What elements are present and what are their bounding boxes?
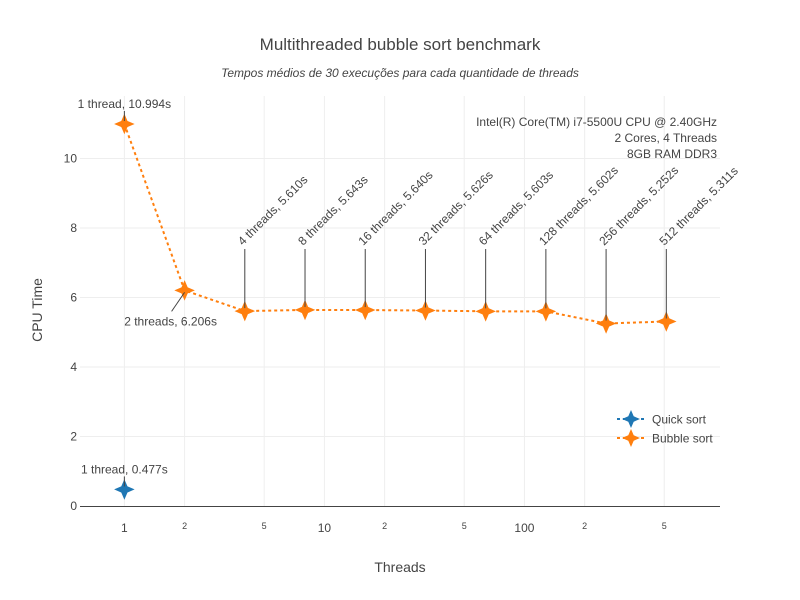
y-axis-title: CPU Time [29,278,45,342]
x-tick-label: 10 [318,521,332,535]
legend-item-quick-sort[interactable]: Quick sort [617,410,707,428]
x-tick-label: 1 [121,521,128,535]
x-tick-label-minor: 5 [662,521,667,531]
data-point-bubble-sort [354,299,376,321]
series-layer [114,113,677,500]
x-tick-label-minor: 2 [582,521,587,531]
y-tick-label: 0 [70,499,77,513]
data-point-bubble-sort [595,313,617,334]
data-point-quick-sort [114,479,135,500]
data-point-bubble-sort [174,280,195,301]
annotation-label: 1 thread, 10.994s [78,97,171,111]
legend-label-quick-sort: Quick sort [652,413,707,427]
y-tick-label: 8 [70,221,77,235]
legend[interactable]: Quick sort Bubble sort [617,410,713,447]
data-point-bubble-sort [656,311,677,332]
x-axis-title: Threads [374,559,425,575]
y-tick-label: 2 [70,430,77,444]
info-line-ram: 8GB RAM DDR3 [627,147,717,161]
x-tick-label: 100 [514,521,534,535]
data-point-bubble-sort [475,301,496,322]
info-box: Intel(R) Core(TM) i7-5500U CPU @ 2.40GHz… [476,115,717,161]
x-tick-label-minor: 2 [182,521,187,531]
x-tick-label-minor: 5 [462,521,467,531]
info-line-cpu: Intel(R) Core(TM) i7-5500U CPU @ 2.40GHz [476,115,717,129]
chart-subtitle: Tempos médios de 30 execuções para cada … [221,66,579,80]
legend-marker-bubble-sort [622,429,640,447]
legend-item-bubble-sort[interactable]: Bubble sort [617,429,713,447]
axes: 0 2 4 6 8 10 1 10 100 2 5 2 5 2 5 [64,152,720,535]
data-point-bubble-sort [294,299,316,321]
data-point-bubble-sort [415,300,436,321]
x-tick-label-minor: 2 [382,521,387,531]
data-point-bubble-sort [535,301,557,322]
annotation-label: 2 threads, 6.206s [124,314,217,328]
annotation-label: 1 thread, 0.477s [81,462,168,476]
info-line-cores: 2 Cores, 4 Threads [615,131,718,145]
chart-title: Multithreaded bubble sort benchmark [260,35,541,54]
x-tick-label-minor: 5 [262,521,267,531]
grid-lines [80,96,720,506]
series-line-bubble-sort [123,123,667,325]
annotation-arrow [171,292,186,312]
legend-marker-quick-sort [622,410,640,428]
data-point-bubble-sort [234,300,256,322]
y-tick-label: 10 [64,152,78,166]
y-tick-label: 4 [70,360,77,374]
y-tick-label: 6 [70,291,77,305]
legend-label-bubble-sort: Bubble sort [652,432,713,446]
data-point-bubble-sort [114,113,135,135]
